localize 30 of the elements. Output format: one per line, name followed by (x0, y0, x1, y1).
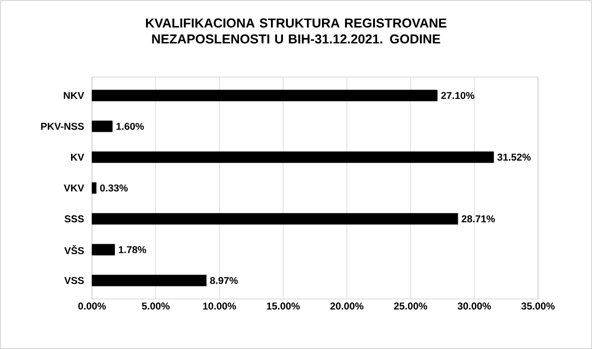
bar (92, 120, 113, 132)
bar (92, 151, 494, 163)
data-label: 1.60% (116, 122, 144, 130)
bar (92, 274, 207, 286)
x-tick-label: 5.00% (142, 302, 170, 310)
bar (92, 244, 115, 256)
x-tick-label: 20.00% (330, 302, 364, 310)
y-tick-label: PKV-NSS (41, 122, 84, 130)
y-tick-label: VŠS (64, 245, 84, 254)
y-tick-label: NKV (64, 92, 84, 99)
y-tick-label: VSS (64, 276, 84, 284)
bar (92, 90, 438, 102)
y-tick-label: KV (71, 154, 84, 161)
x-tick-label: 10.00% (203, 302, 236, 310)
data-label: 28.71% (462, 215, 495, 222)
data-label: 1.78% (118, 246, 146, 254)
x-tick-label: 35.00% (521, 302, 555, 310)
y-tick-label: SSS (64, 215, 84, 222)
data-label: 31.52% (497, 154, 531, 161)
data-label: 0.33% (100, 184, 128, 192)
data-label: 8.97% (210, 276, 238, 284)
x-tick-label: 30.00% (458, 302, 491, 310)
x-tick-label: 25.00% (394, 302, 428, 310)
bar (92, 182, 96, 194)
x-tick-label: 0.00% (78, 302, 106, 310)
x-tick-label: 15.00% (266, 302, 300, 310)
y-tick-label: VKV (64, 184, 84, 192)
bar (92, 213, 458, 225)
data-label: 27.10% (441, 92, 474, 100)
chart-title: KVALIFIKACIONA STRUKTURA REGISTROVANE NEZAPOSLENOSTI U BIH-31.12.2021. GODINE (146, 18, 446, 44)
